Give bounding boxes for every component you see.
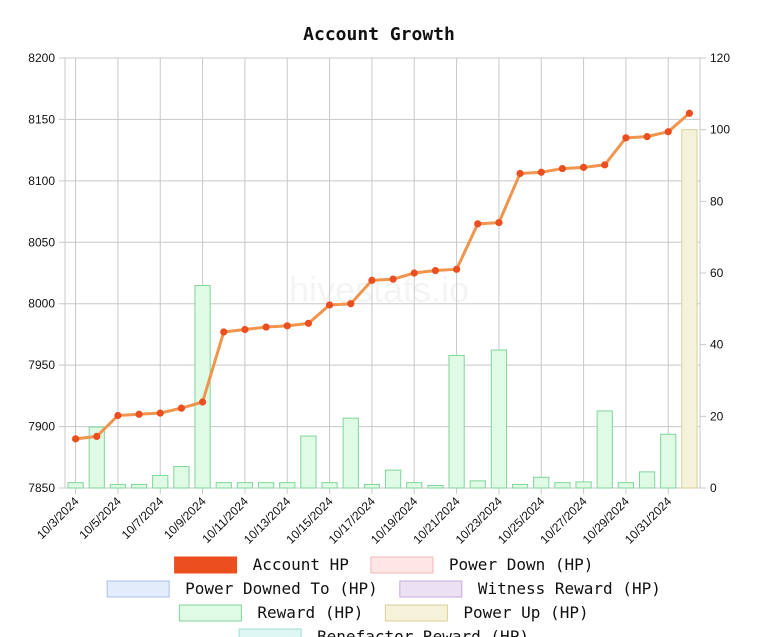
bar-reward-hp	[236, 482, 254, 489]
account-hp-point	[304, 319, 313, 327]
bar-reward-hp	[490, 349, 508, 489]
bar-reward-hp	[194, 285, 211, 489]
y-left-tick-label: 8050	[28, 235, 55, 249]
bar-reward-hp	[469, 480, 486, 489]
legend-swatch-account-hp	[174, 556, 238, 574]
bar-reward-hp	[342, 417, 359, 489]
chart-title: Account Growth	[303, 24, 455, 45]
y-left-tick-label: 7900	[28, 420, 55, 434]
bar-reward-hp	[363, 483, 381, 489]
y-right-tick-label: 20	[710, 409, 724, 423]
y-left-tick-label: 8200	[28, 51, 55, 65]
bar-series	[67, 129, 698, 489]
y-left-tick-label: 7950	[28, 358, 55, 372]
bar-reward-hp	[109, 483, 127, 489]
bar-reward-hp	[173, 466, 190, 489]
bar-power-up-hp	[681, 129, 698, 489]
bar-reward-hp	[638, 471, 656, 489]
legend-label-power-downed-to-hp: Power Downed To (HP)	[185, 579, 378, 598]
legend: Account HP Power Down (HP) Power Downed To…	[106, 555, 661, 637]
bar-reward-hp	[257, 482, 275, 489]
account-hp-point	[135, 410, 143, 418]
account-hp-point	[283, 322, 291, 330]
x-tick-label: 10/5/2024	[76, 494, 124, 542]
bar-reward-hp	[321, 482, 338, 489]
legend-label-account-hp: Account HP	[253, 555, 349, 574]
bar-reward-hp	[660, 433, 677, 489]
account-hp-point	[516, 169, 524, 178]
bar-reward-hp	[152, 474, 169, 489]
y-right-tick-label: 120	[710, 51, 730, 65]
account-hp-point	[198, 398, 207, 406]
y-right-tick-label: 0	[710, 481, 717, 495]
bar-reward-hp	[511, 483, 529, 489]
bar-reward-hp	[448, 354, 465, 489]
bar-reward-hp	[88, 426, 105, 489]
y-right-tick-label: 40	[710, 338, 724, 352]
y-left-tick-label: 8150	[28, 112, 55, 126]
legend-swatch-power-down-hp	[370, 556, 434, 574]
y-left-tick-label: 8000	[28, 297, 55, 311]
account-hp-point	[93, 432, 101, 440]
account-hp-point	[643, 133, 651, 141]
account-hp-point	[71, 435, 80, 443]
bar-reward-hp	[427, 484, 444, 489]
account-hp-point	[347, 300, 355, 308]
legend-label-power-up-hp: Power Up (HP)	[463, 603, 588, 622]
x-tick-label: 10/7/2024	[119, 494, 167, 542]
account-hp-point	[685, 109, 694, 117]
account-hp-point	[601, 161, 609, 169]
x-tick-label: 10/3/2024	[34, 494, 82, 542]
account-hp-point	[579, 163, 588, 171]
account-hp-point	[325, 301, 334, 309]
account-hp-point	[410, 269, 418, 277]
legend-label-benefactor-reward-hp: Benefactor Reward (HP)	[317, 627, 529, 637]
bar-reward-hp	[406, 482, 423, 489]
legend-label-witness-reward-hp: Witness Reward (HP)	[478, 579, 661, 598]
legend-label-reward-hp: Reward (HP)	[257, 603, 363, 622]
account-hp-point	[474, 220, 482, 228]
x-tick-label: 10/31/2024	[622, 494, 675, 547]
bar-reward-hp	[384, 469, 402, 489]
account-hp-point	[558, 164, 567, 173]
bar-reward-hp	[554, 482, 571, 489]
bar-reward-hp	[575, 481, 592, 489]
account-hp-point	[241, 325, 249, 334]
legend-swatch-witness-reward-hp	[399, 580, 463, 598]
account-hp-point	[220, 328, 228, 336]
y-right-tick-label: 60	[710, 266, 724, 280]
account-hp-point	[495, 219, 503, 227]
y-left-tick-label: 7850	[28, 481, 55, 495]
y-left-tick-label: 8100	[28, 174, 55, 188]
legend-swatch-reward-hp	[178, 604, 242, 622]
account-hp-point	[664, 128, 672, 136]
bar-reward-hp	[596, 410, 613, 489]
account-hp-point	[114, 411, 122, 420]
account-hp-point	[156, 409, 164, 417]
y-right-tick-label: 80	[710, 194, 724, 208]
line-series	[71, 109, 694, 443]
legend-swatch-power-up-hp	[384, 604, 448, 622]
account-hp-point	[177, 404, 186, 412]
bar-reward-hp	[300, 435, 317, 489]
bar-reward-hp	[279, 482, 296, 489]
legend-label-power-down-hp: Power Down (HP)	[449, 555, 594, 574]
watermark: hivestats.io	[289, 269, 469, 310]
account-hp-point	[431, 266, 440, 275]
bar-reward-hp	[67, 482, 84, 489]
account-hp-point	[622, 134, 630, 142]
y-right-tick-label: 100	[710, 123, 730, 137]
legend-swatch-power-downed-to-hp	[106, 580, 170, 598]
account-hp-point	[368, 276, 376, 284]
bar-reward-hp	[533, 476, 550, 489]
account-hp-point	[452, 265, 461, 273]
bar-reward-hp	[215, 482, 232, 489]
bar-reward-hp	[130, 483, 148, 489]
legend-swatch-benefactor-reward-hp	[238, 628, 302, 637]
account-hp-point	[389, 275, 397, 283]
account-hp-point	[262, 323, 270, 331]
account-hp-point	[537, 168, 545, 176]
bar-reward-hp	[617, 482, 635, 489]
